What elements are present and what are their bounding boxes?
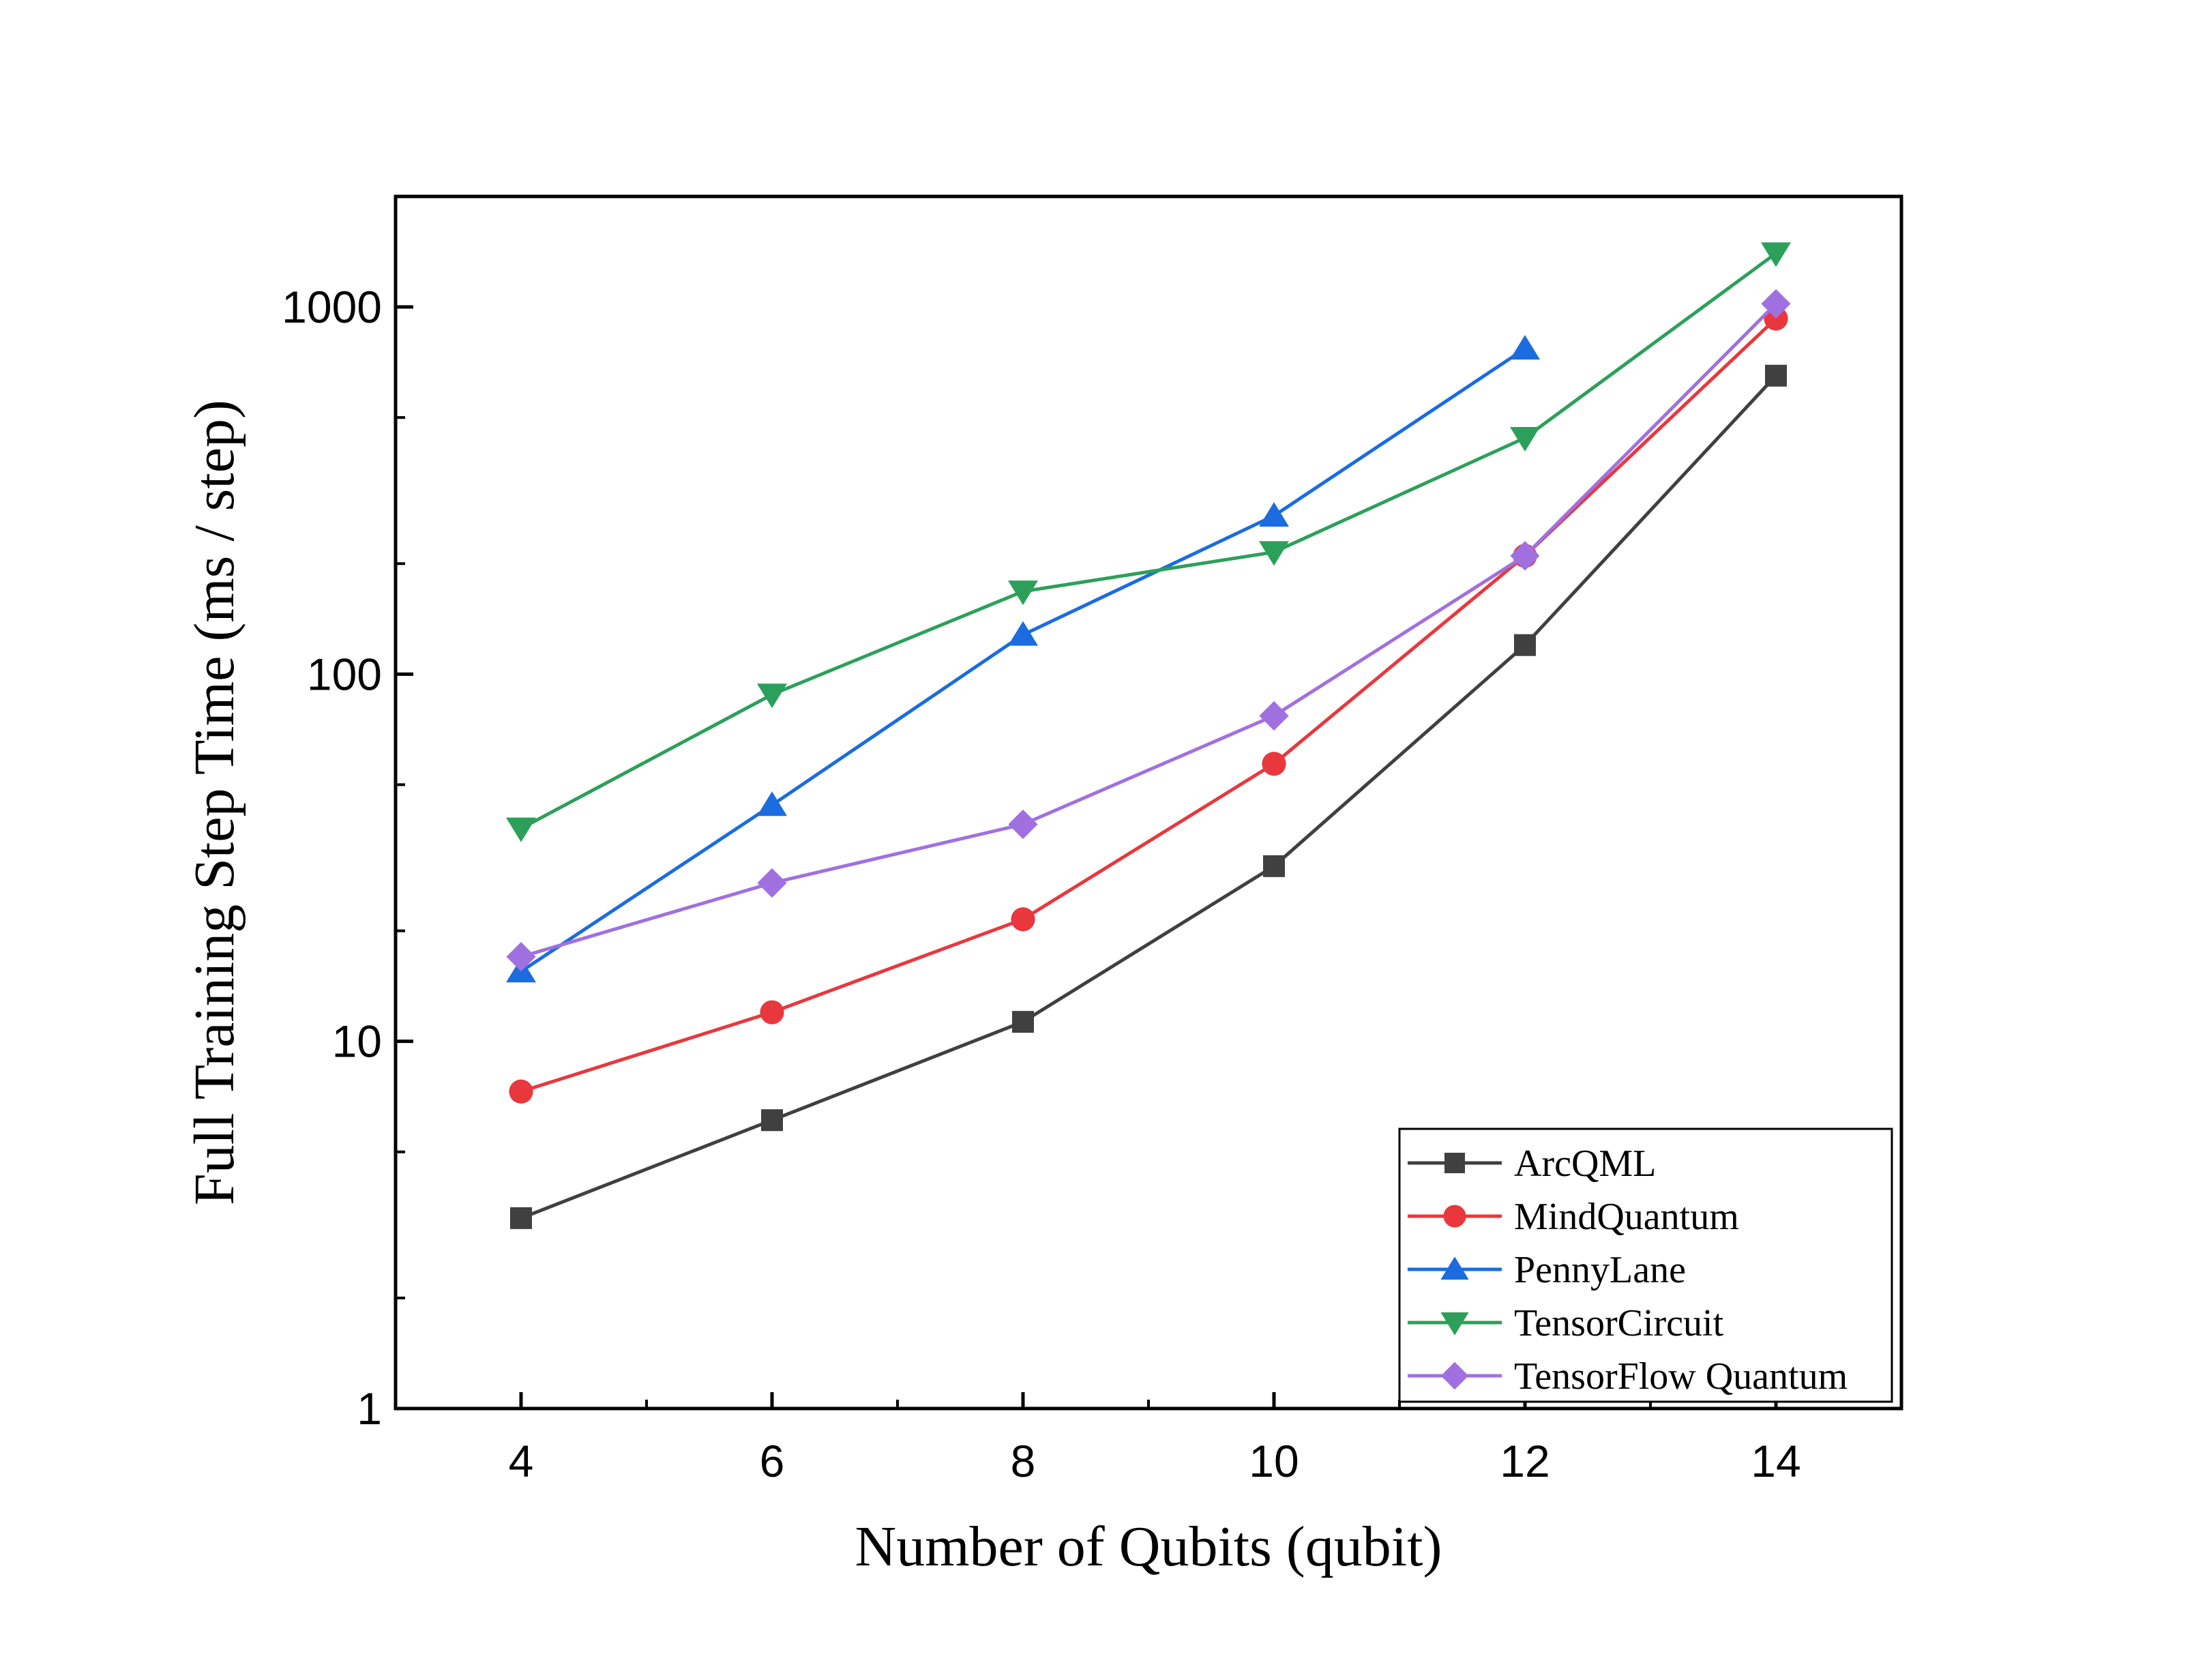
data-point: [1262, 752, 1286, 776]
series-pennylane: [506, 335, 1540, 983]
x-axis-title: Number of Qubits (qubit): [855, 1515, 1442, 1578]
series-line: [520, 317, 1777, 1093]
data-point: [1510, 541, 1540, 571]
y-tick-label: 100: [307, 649, 382, 699]
legend-item: TensorFlow Quantum: [1408, 1355, 1848, 1398]
legend-marker: [1440, 1312, 1469, 1336]
series-arcqml: [510, 364, 1787, 1229]
legend-item: MindQuantum: [1408, 1196, 1739, 1238]
plot-area: [506, 242, 1791, 1229]
legend-item: PennyLane: [1408, 1249, 1686, 1291]
legend-item: TensorCircuit: [1408, 1302, 1724, 1344]
data-point: [761, 1109, 783, 1132]
x-tick-label: 12: [1500, 1436, 1550, 1486]
series-line: [520, 302, 1777, 959]
legend-label: PennyLane: [1514, 1249, 1686, 1291]
legend-marker: [1440, 1256, 1469, 1280]
legend-marker: [1444, 1153, 1465, 1173]
data-point: [1263, 855, 1285, 877]
data-point: [1012, 1011, 1034, 1033]
data-point: [760, 1000, 784, 1025]
legend-label: TensorCircuit: [1514, 1302, 1724, 1344]
legend-label: ArcQML: [1514, 1143, 1656, 1185]
data-point: [1510, 426, 1540, 452]
data-point: [1011, 907, 1035, 932]
x-tick-label: 14: [1751, 1436, 1800, 1486]
legend-marker: [1440, 1361, 1469, 1390]
series-tensorcircuit: [506, 242, 1791, 842]
legend-box: [1398, 1128, 1893, 1403]
data-point: [506, 817, 536, 842]
data-point: [506, 942, 536, 972]
axes: 4 6 8 10 12 14 1 10 100 1000: [282, 195, 1801, 1486]
data-point: [1008, 580, 1038, 606]
legend-label: TensorFlow Quantum: [1514, 1355, 1848, 1398]
series-line: [520, 347, 1526, 973]
x-tick-label: 6: [760, 1436, 785, 1486]
series-line: [520, 252, 1777, 830]
series-line: [520, 374, 1777, 1220]
data-point: [1008, 621, 1038, 646]
data-point: [1761, 242, 1791, 267]
data-point: [1765, 364, 1787, 387]
series-tensorflow-quantum: [506, 289, 1791, 972]
data-point: [757, 683, 787, 709]
y-tick-label: 1000: [282, 282, 382, 332]
legend: ArcQML MindQuantum PennyLane TensorCircuit T…: [1398, 1128, 1893, 1403]
data-point: [1259, 541, 1289, 566]
y-tick-label: 1: [357, 1383, 382, 1434]
legend-marker: [1443, 1205, 1466, 1228]
data-point: [1259, 701, 1289, 731]
series-mindquantum: [509, 306, 1788, 1104]
data-point: [1008, 809, 1038, 840]
data-point: [757, 868, 787, 898]
x-tick-label: 8: [1011, 1436, 1036, 1486]
y-tick-label: 10: [332, 1016, 382, 1067]
x-tick-label: 10: [1249, 1436, 1299, 1486]
data-point: [1259, 502, 1289, 527]
data-point: [1514, 634, 1536, 656]
data-point: [1761, 289, 1791, 319]
y-axis-title: Full Training Step Time (ms / step): [183, 400, 246, 1205]
data-point: [757, 791, 787, 816]
data-point: [1510, 335, 1540, 360]
legend-label: MindQuantum: [1514, 1196, 1739, 1238]
data-point: [510, 1207, 532, 1229]
x-tick-label: 4: [509, 1436, 534, 1486]
data-point: [509, 1079, 533, 1104]
legend-item: ArcQML: [1408, 1143, 1656, 1185]
